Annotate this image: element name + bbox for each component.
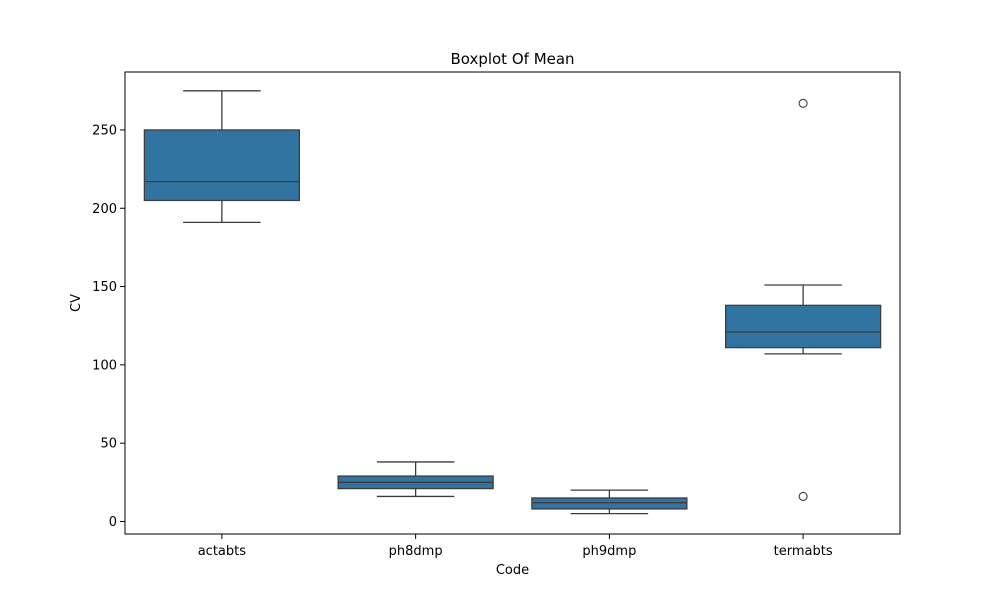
x-tick-label: ph9dmp <box>582 544 636 559</box>
box-group-ph9dmp <box>531 489 688 515</box>
box-group-actabts <box>143 90 301 223</box>
outlier-point <box>798 491 808 501</box>
y-tick-label: 250 <box>92 123 117 138</box>
y-tick-label: 100 <box>92 358 117 373</box>
box-group-ph8dmp <box>337 461 494 498</box>
y-tick-label: 200 <box>92 202 117 217</box>
chart-title: Boxplot Of Mean <box>450 50 574 68</box>
y-tick-label: 0 <box>109 515 117 530</box>
y-tick-label: 150 <box>92 280 117 295</box>
box-iqr <box>724 304 882 349</box>
x-tick-label: actabts <box>198 544 247 559</box>
outlier-point <box>798 98 808 108</box>
x-tick-label: termabts <box>774 544 833 559</box>
x-axis-label: Code <box>496 563 529 578</box>
plot-area <box>143 90 882 515</box>
box-iqr <box>531 497 688 510</box>
y-tick-label: 50 <box>100 437 117 452</box>
y-axis-label: CV <box>69 294 84 312</box>
y-axis: 0 50 100 150 200 250 <box>92 123 125 530</box>
x-axis: actabts ph8dmp ph9dmp termabts <box>198 534 833 559</box>
box-group-termabts <box>724 98 882 501</box>
plot-frame <box>124 71 901 535</box>
box-iqr <box>143 129 301 202</box>
x-tick-label: ph8dmp <box>389 544 443 559</box>
